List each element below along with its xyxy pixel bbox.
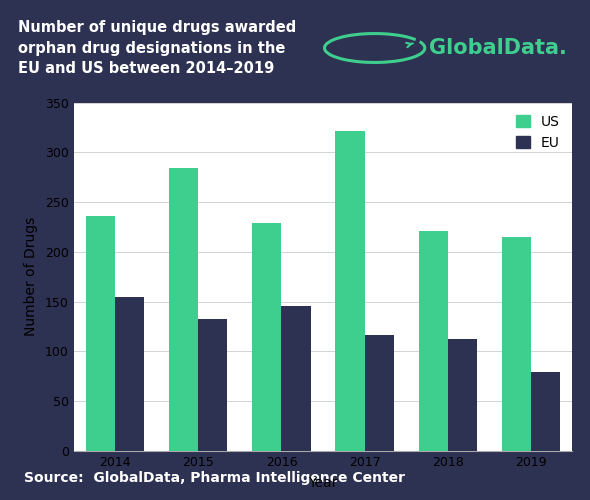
Text: Number of unique drugs awarded
orphan drug designations in the
EU and US between: Number of unique drugs awarded orphan dr… xyxy=(18,20,296,76)
Bar xyxy=(418,231,448,451)
Bar xyxy=(531,372,560,451)
X-axis label: Year: Year xyxy=(309,476,337,490)
Bar xyxy=(365,334,394,451)
Bar xyxy=(336,132,365,451)
Text: GlobalData.: GlobalData. xyxy=(428,38,566,58)
Bar xyxy=(253,223,281,451)
Bar xyxy=(86,216,115,451)
Text: Source:  GlobalData, Pharma Intelligence Center: Source: GlobalData, Pharma Intelligence … xyxy=(24,471,405,485)
Y-axis label: Number of Drugs: Number of Drugs xyxy=(24,217,38,336)
Bar xyxy=(281,306,310,451)
Bar xyxy=(198,318,228,451)
Legend: US, EU: US, EU xyxy=(510,110,565,156)
Bar xyxy=(169,168,198,451)
Bar xyxy=(115,296,145,451)
Bar xyxy=(448,340,477,451)
Bar xyxy=(502,237,531,451)
